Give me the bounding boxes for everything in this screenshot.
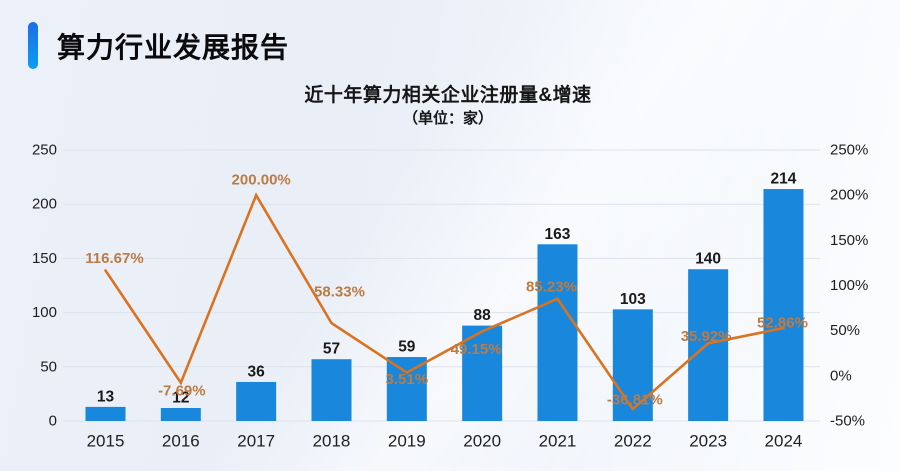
report-header: 算力行业发展报告 [28,22,289,69]
growth-value-label: 85.23% [526,278,577,295]
y-axis-tick-right: 250% [830,142,868,159]
bar-2018 [311,359,352,421]
growth-value-label: 35.92% [681,328,732,345]
growth-value-label: -36.81% [607,392,663,409]
x-axis-label: 2024 [765,432,803,451]
bar-2021 [537,244,578,421]
y-axis-tick-right: 150% [830,232,868,249]
growth-value-label: 58.33% [314,284,365,301]
bar-2023 [688,269,729,421]
accent-bar-icon [28,22,38,69]
growth-value-label: 49.15% [451,341,502,358]
x-axis-label: 2021 [539,432,577,451]
bar-value-label: 214 [771,171,797,188]
bar-2019 [386,357,427,421]
growth-value-label: 200.00% [232,172,291,189]
y-axis-tick-right: -50% [830,413,865,430]
chart-subtitle: （单位：家） [402,109,493,127]
x-axis-label: 2023 [689,432,727,451]
chart-head: 近十年算力相关企业注册量&增速 （单位：家） [0,84,896,129]
y-axis-tick-left: 250 [32,142,57,159]
x-axis-label: 2017 [237,432,275,451]
x-axis-label: 2022 [614,432,652,451]
x-axis-label: 2016 [162,432,200,451]
x-axis-label: 2015 [87,432,125,451]
bar-2016 [160,407,201,421]
bar-value-label: 12 [172,389,189,406]
chart-title: 近十年算力相关企业注册量&增速 [304,85,592,106]
bar-value-label: 140 [695,251,721,268]
bar-2020 [462,325,503,421]
bar-2017 [236,381,277,421]
bar-value-label: 57 [323,341,340,358]
page-title: 算力行业发展报告 [57,31,290,63]
bar-2024 [763,189,804,421]
bar-value-label: 13 [97,388,115,405]
y-axis-tick-left: 100 [32,304,57,321]
y-axis-tick-right: 200% [830,187,868,204]
bar-value-label: 36 [248,363,266,380]
y-axis-tick-right: 100% [830,277,868,294]
bar-value-label: 88 [474,307,492,324]
y-axis-tick-left: 200 [32,196,57,213]
bar-2022 [612,309,653,421]
y-axis-tick-left: 50 [40,358,57,375]
growth-value-label: 3.51% [386,371,429,388]
y-axis-tick-left: 150 [32,250,57,267]
x-axis-label: 2019 [388,432,426,451]
bar-2015 [85,406,126,421]
growth-line [104,192,785,412]
x-axis-label: 2018 [313,432,351,451]
bar-value-label: 59 [398,339,416,356]
growth-value-label: 116.67% [85,250,143,267]
bar-value-label: 103 [620,291,646,308]
y-axis-tick-right: 0% [830,367,852,384]
y-axis-tick-left: 0 [49,413,57,430]
y-axis-tick-right: 50% [830,322,860,339]
growth-value-label: 52.86% [757,315,808,332]
growth-value-label: -7.69% [158,382,206,399]
x-axis-label: 2020 [463,432,501,451]
bar-value-label: 163 [545,226,571,243]
